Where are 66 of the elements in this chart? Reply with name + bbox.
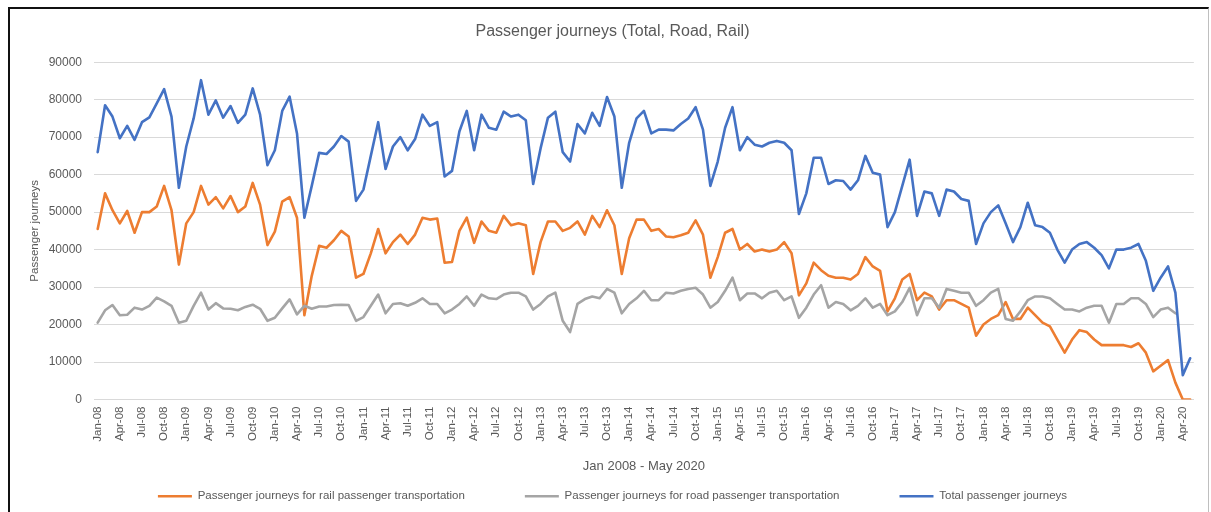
x-tick-label: Jul-14 <box>666 405 679 438</box>
x-tick-label: Jan-10 <box>268 406 281 442</box>
y-tick-label: 90000 <box>48 54 83 69</box>
x-tick-label: Jan-12 <box>445 406 458 442</box>
x-tick-label: Apr-16 <box>821 406 834 442</box>
x-axis-title: Jan 2008 - May 2020 <box>582 458 705 474</box>
x-tick-label: Apr-20 <box>1175 406 1188 442</box>
y-tick-label: 40000 <box>48 241 83 256</box>
x-tick-label: Oct-14 <box>688 405 701 442</box>
x-tick-label: Jan-18 <box>976 406 989 442</box>
x-tick-label: Oct-09 <box>245 406 258 442</box>
chart-title: Passenger journeys (Total, Road, Rail) <box>475 22 750 40</box>
x-tick-label: Jan-11 <box>356 406 369 441</box>
x-tick-label: Jul-15 <box>755 406 768 438</box>
y-tick-label: 70000 <box>48 129 83 144</box>
x-tick-label: Apr-18 <box>998 406 1011 442</box>
x-tick-label: Jul-16 <box>843 406 856 438</box>
legend-label: Total passenger journeys <box>939 489 1068 502</box>
x-tick-label: Jul-08 <box>135 406 148 438</box>
x-tick-label: Jan-20 <box>1153 406 1166 442</box>
y-axis-title: Passenger journeys <box>28 179 41 282</box>
x-tick-label: Oct-16 <box>865 406 878 442</box>
x-tick-label: Jan-15 <box>710 406 723 442</box>
x-tick-label: Apr-17 <box>910 406 923 442</box>
y-tick-label: 60000 <box>48 166 83 181</box>
x-tick-label: Jan-16 <box>799 406 812 442</box>
x-tick-label: Oct-17 <box>954 406 967 442</box>
x-tick-label: Oct-18 <box>1043 406 1056 442</box>
y-tick-label: 20000 <box>48 316 83 331</box>
x-tick-label: Jul-19 <box>1109 406 1122 438</box>
x-tick-label: Apr-10 <box>290 406 303 442</box>
x-tick-label: Apr-14 <box>644 405 657 442</box>
x-tick-label: Oct-11 <box>423 406 436 441</box>
x-tick-label: Oct-08 <box>157 406 170 442</box>
x-tick-label: Apr-15 <box>733 406 746 442</box>
x-tick-label: Jul-17 <box>932 406 945 438</box>
x-tick-label: Jul-09 <box>223 406 236 438</box>
x-tick-label: Jan-08 <box>90 406 103 442</box>
y-tick-label: 10000 <box>48 354 83 369</box>
x-tick-label: Jan-09 <box>179 406 192 442</box>
x-tick-label: Jan-17 <box>888 406 901 442</box>
x-tick-label: Apr-11 <box>378 406 391 441</box>
legend-label: Passenger journeys for rail passenger transportation <box>197 489 465 502</box>
x-tick-label: Oct-10 <box>334 406 347 442</box>
x-tick-label: Apr-19 <box>1087 406 1100 442</box>
x-tick-label: Oct-13 <box>600 406 613 442</box>
x-tick-label: Jan-19 <box>1065 406 1078 442</box>
x-tick-label: Oct-19 <box>1131 406 1144 442</box>
y-tick-label: 50000 <box>48 204 83 219</box>
x-tick-label: Apr-12 <box>467 406 480 442</box>
y-tick-label: 30000 <box>48 279 83 294</box>
x-tick-label: Jul-11 <box>400 406 413 437</box>
x-tick-label: Jan-14 <box>622 405 635 442</box>
x-tick-label: Jul-18 <box>1020 406 1033 438</box>
x-tick-label: Apr-09 <box>201 406 214 442</box>
y-tick-label: 80000 <box>48 91 83 106</box>
x-tick-label: Jul-13 <box>578 406 591 438</box>
legend-label: Passenger journeys for road passenger transportation <box>564 489 840 502</box>
x-tick-label: Apr-13 <box>555 406 568 442</box>
x-tick-label: Jul-12 <box>489 406 502 438</box>
y-tick-label: 0 <box>75 391 83 406</box>
x-tick-label: Apr-08 <box>113 406 126 442</box>
x-tick-label: Jul-10 <box>312 406 325 438</box>
x-tick-label: Oct-15 <box>777 406 790 442</box>
x-tick-label: Jan-13 <box>533 406 546 442</box>
x-tick-label: Oct-12 <box>511 406 524 442</box>
